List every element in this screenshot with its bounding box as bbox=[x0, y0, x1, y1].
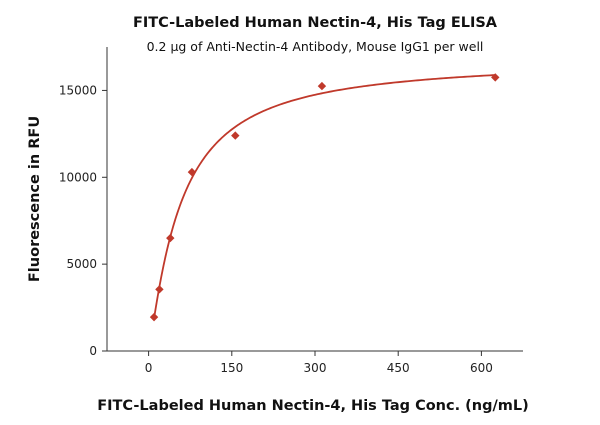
data-point-marker bbox=[317, 81, 327, 91]
x-tick-label: 600 bbox=[470, 361, 493, 375]
y-axis-ticks: 0 5000 10000 15000 bbox=[59, 83, 107, 358]
chart-subtitle: 0.2 μg of Anti-Nectin-4 Antibody, Mouse … bbox=[147, 39, 484, 54]
fit-curve bbox=[153, 74, 496, 319]
data-point-marker bbox=[155, 285, 164, 294]
y-axis-label: Fluorescence in RFU bbox=[27, 116, 43, 282]
y-tick-label: 15000 bbox=[59, 83, 97, 97]
x-tick-label: 150 bbox=[220, 361, 243, 375]
x-tick-label: 300 bbox=[304, 361, 327, 375]
x-tick-label: 450 bbox=[387, 361, 410, 375]
data-point-marker bbox=[187, 167, 197, 177]
data-points bbox=[149, 73, 500, 322]
chart-title: FITC-Labeled Human Nectin-4, His Tag ELI… bbox=[133, 15, 498, 31]
y-tick-label: 5000 bbox=[66, 257, 97, 271]
data-point-marker bbox=[491, 73, 500, 82]
x-tick-label: 0 bbox=[145, 361, 153, 375]
data-point-marker bbox=[231, 131, 240, 140]
x-axis-label: FITC-Labeled Human Nectin-4, His Tag Con… bbox=[97, 398, 529, 414]
data-point-marker bbox=[149, 312, 159, 322]
data-point-marker bbox=[166, 233, 175, 243]
y-tick-label: 10000 bbox=[59, 170, 97, 184]
x-axis-ticks: 0 150 300 450 600 bbox=[145, 351, 493, 375]
y-tick-label: 0 bbox=[89, 344, 97, 358]
